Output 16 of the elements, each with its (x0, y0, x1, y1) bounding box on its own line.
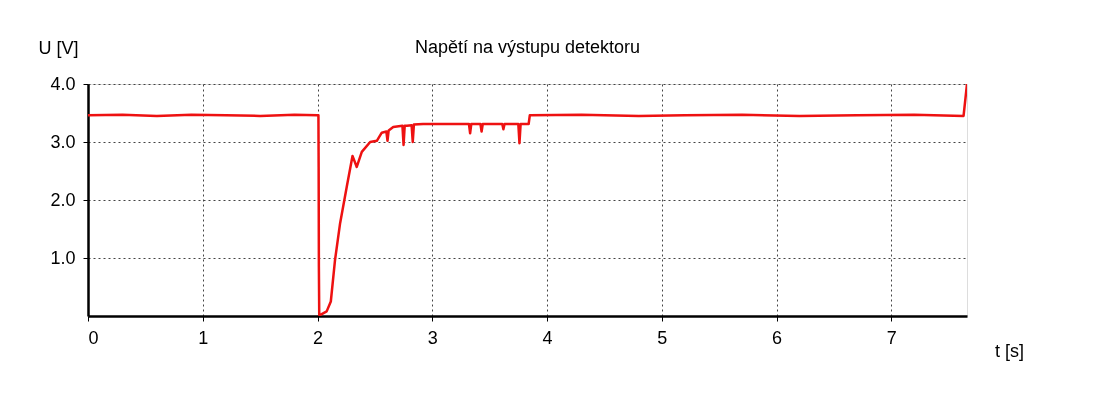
y-tick-label: 2.0 (50, 189, 76, 210)
x-tick-label: 0 (88, 327, 99, 348)
x-tick-label: 3 (427, 327, 438, 348)
x-tick-label: 5 (657, 327, 668, 348)
y-tick-label: 3.0 (50, 131, 76, 152)
x-tick-label: 4 (542, 327, 553, 348)
y-tick-label: 4.0 (50, 73, 76, 94)
x-tick-label: 1 (198, 327, 209, 348)
x-tick-label: 6 (772, 327, 783, 348)
x-tick-label: 2 (313, 327, 324, 348)
y-axis-title: U [V] (38, 37, 79, 58)
x-axis-title: t [s] (994, 340, 1025, 361)
chart-title: Napětí na výstupu detektoru (414, 37, 641, 57)
y-tick-label: 1.0 (50, 247, 76, 268)
x-tick-label: 7 (886, 327, 897, 348)
line-series (88, 84, 967, 316)
